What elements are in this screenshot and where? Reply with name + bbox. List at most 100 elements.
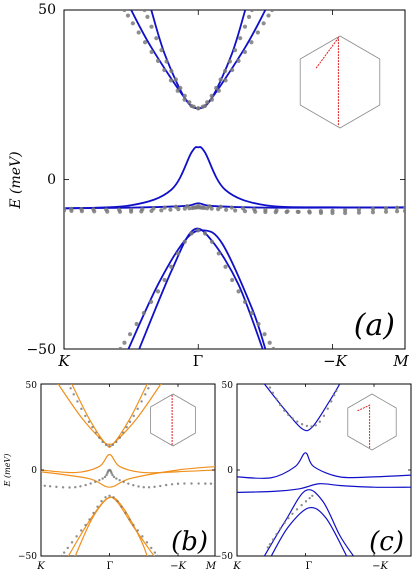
- data-point: [330, 210, 335, 216]
- panel-b-line-series-0: [57, 384, 162, 445]
- data-point: [269, 10, 275, 13]
- data-point: [267, 340, 272, 345]
- data-point: [128, 518, 131, 521]
- data-point: [145, 541, 149, 544]
- data-point: [62, 551, 66, 554]
- data-point: [101, 440, 104, 444]
- panel-b-line-series-2: [41, 453, 215, 474]
- data-point: [238, 36, 243, 41]
- panel-a-ylabel: E (meV): [8, 151, 24, 209]
- data-point: [178, 85, 183, 91]
- data-point: [127, 482, 130, 485]
- panel-c-xtick-Gamma: Γ: [306, 561, 313, 572]
- data-point: [98, 436, 101, 439]
- data-point: [136, 529, 139, 532]
- data-point: [116, 499, 119, 503]
- data-point: [271, 346, 276, 349]
- panel-a-frame: [63, 9, 406, 350]
- data-point: [216, 251, 221, 256]
- data-point: [48, 485, 52, 488]
- data-point: [98, 478, 101, 482]
- data-point: [205, 100, 210, 105]
- data-point: [308, 496, 311, 500]
- panel-a-ytick-0: 0: [47, 172, 56, 188]
- panel-a-dots-series-10: [118, 228, 276, 349]
- data-point: [61, 486, 65, 489]
- data-point: [266, 13, 271, 18]
- panel-c-ticks: [236, 383, 411, 557]
- data-point: [155, 289, 161, 294]
- panel-a-line-series-2: [64, 146, 405, 210]
- data-point: [94, 431, 98, 434]
- data-point: [240, 206, 246, 211]
- data-point: [296, 209, 301, 215]
- data-point: [112, 496, 115, 499]
- data-point: [300, 503, 303, 507]
- data-point: [223, 68, 228, 74]
- data-point: [394, 205, 400, 210]
- data-point: [108, 444, 111, 448]
- panel-b-xtick-M: M: [205, 561, 217, 572]
- data-point: [196, 106, 201, 111]
- data-point: [182, 239, 187, 244]
- data-point: [153, 485, 156, 489]
- panel-b-ytick-minus50: −50: [18, 552, 37, 562]
- panel-a-line-series-0: [150, 10, 247, 110]
- data-point: [279, 527, 282, 530]
- data-point: [79, 485, 82, 488]
- data-point: [256, 321, 261, 327]
- data-point: [136, 30, 141, 35]
- data-point: [118, 346, 123, 349]
- data-point: [168, 78, 173, 83]
- data-point: [275, 532, 278, 536]
- data-point: [101, 477, 104, 480]
- data-point: [252, 207, 257, 212]
- data-point: [132, 523, 135, 527]
- data-point: [224, 207, 229, 212]
- data-point: [164, 59, 169, 64]
- data-point: [271, 391, 275, 394]
- data-point: [229, 205, 234, 210]
- data-point: [236, 289, 241, 294]
- data-point: [266, 546, 270, 549]
- data-point: [209, 93, 214, 98]
- panel-b-label: (b): [171, 527, 208, 557]
- panel-b-inset-hexagon: [150, 393, 196, 447]
- panel-a-dots-series-7: [122, 10, 275, 111]
- data-point: [89, 482, 92, 485]
- data-point: [129, 207, 134, 212]
- data-point: [266, 384, 270, 386]
- data-point: [283, 409, 286, 412]
- data-point: [92, 511, 95, 515]
- data-point: [91, 207, 96, 212]
- data-point: [318, 210, 324, 215]
- data-point: [55, 485, 58, 489]
- data-point: [330, 400, 333, 403]
- data-point: [162, 67, 167, 73]
- data-point: [322, 414, 326, 418]
- data-point: [162, 277, 167, 283]
- data-point: [214, 85, 219, 91]
- panel-b-line-series-1: [71, 384, 148, 449]
- data-point: [383, 209, 389, 214]
- panel-b-dots-series-6: [67, 384, 152, 448]
- data-point: [204, 482, 207, 485]
- data-point: [88, 518, 91, 521]
- panel-c-ytick-0: 0: [227, 466, 233, 476]
- panel-a-xtick-M: M: [392, 352, 409, 370]
- panel-a-inset: [299, 35, 381, 129]
- panel-c-inset: [347, 393, 397, 451]
- data-point: [242, 299, 248, 304]
- data-point: [74, 486, 77, 489]
- data-point: [261, 21, 266, 26]
- data-point: [233, 208, 238, 213]
- panel-c-dots-series-6: [266, 494, 314, 549]
- data-point: [122, 340, 127, 345]
- data-point: [218, 77, 223, 82]
- data-point: [142, 486, 145, 489]
- panel-a-line-series-5: [138, 227, 264, 349]
- data-point: [132, 484, 135, 487]
- data-point: [183, 482, 186, 485]
- data-point: [356, 210, 362, 215]
- data-point: [145, 14, 150, 20]
